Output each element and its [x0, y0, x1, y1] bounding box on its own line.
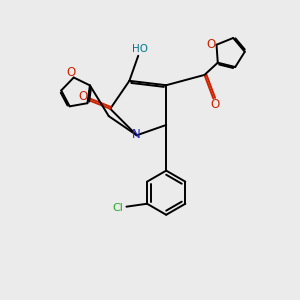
Text: HO: HO	[132, 44, 148, 54]
Text: N: N	[132, 128, 140, 141]
Text: O: O	[210, 98, 219, 111]
Text: O: O	[207, 38, 216, 51]
Text: O: O	[66, 66, 75, 79]
Text: O: O	[78, 91, 88, 103]
Text: Cl: Cl	[113, 203, 124, 213]
